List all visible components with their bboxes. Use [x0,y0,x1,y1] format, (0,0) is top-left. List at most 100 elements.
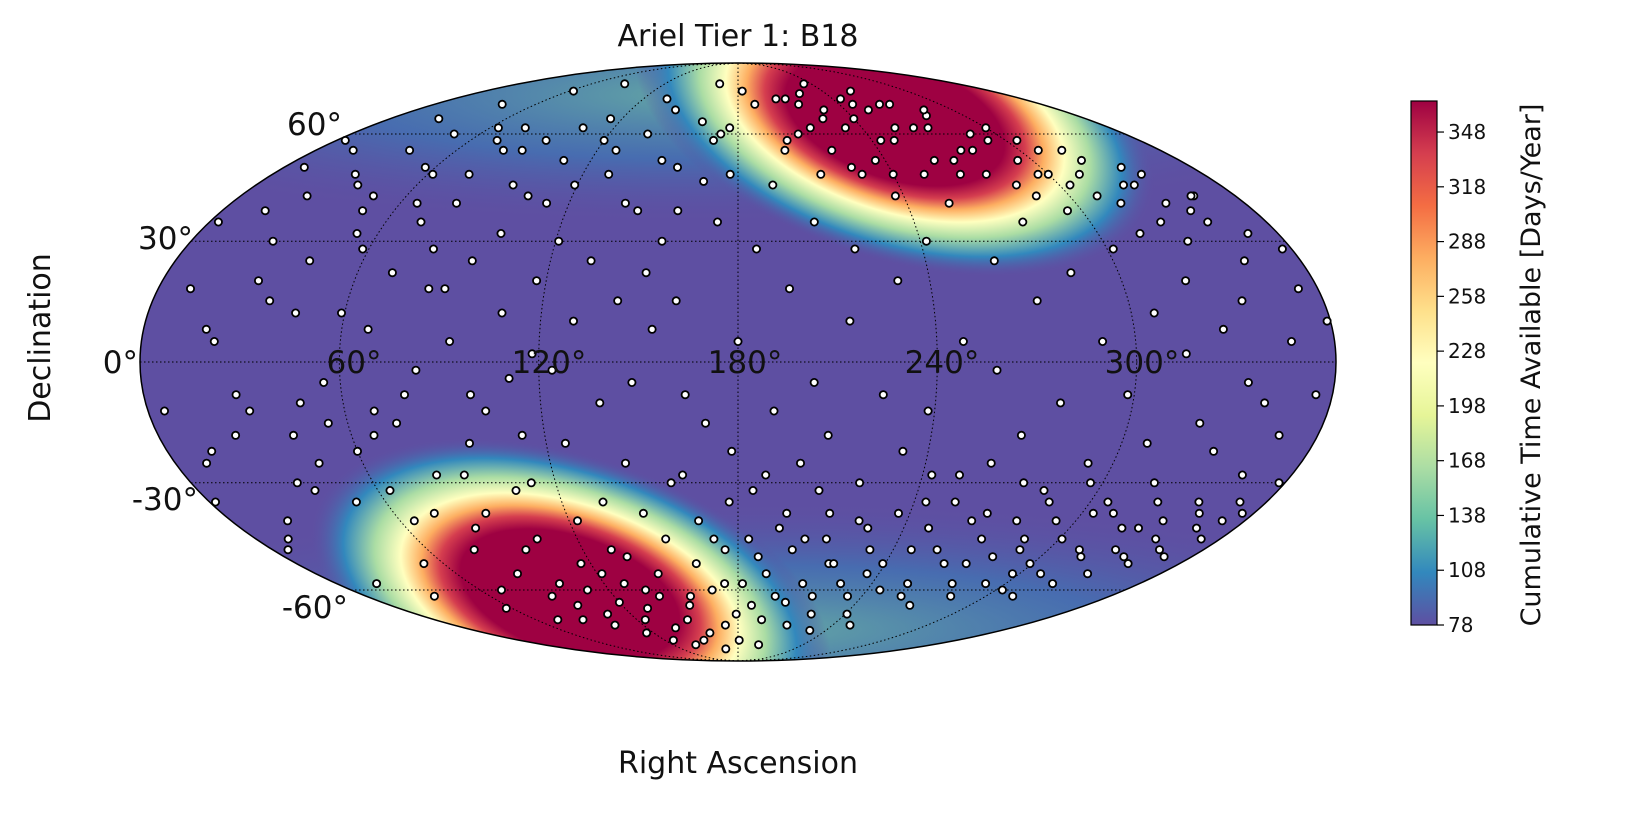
target-point [909,123,919,133]
target-point [586,256,596,266]
target-point [606,545,616,555]
target-point [782,508,792,518]
target-point [857,169,867,179]
target-point [291,308,301,318]
target-point [319,377,329,387]
target-point [720,620,730,630]
target-point [231,430,241,440]
cvz-south [309,437,831,661]
target-point [353,180,363,190]
target-point [1209,446,1219,456]
target-point [409,516,419,526]
target-point [464,438,474,448]
target-point [323,418,333,428]
target-point [983,135,993,145]
target-point [1158,516,1168,526]
target-point [1019,478,1029,488]
target-point [929,155,939,165]
target-point [854,516,864,526]
target-point [673,162,683,172]
availability-field [140,63,1336,661]
target-point [733,336,743,346]
target-point [836,579,846,589]
target-point [1108,508,1118,518]
target-point [774,523,784,533]
target-point [553,615,563,625]
target-point [613,296,623,306]
target-point [1149,478,1159,488]
target-point [578,123,588,133]
target-point [621,458,631,468]
target-point [823,430,833,440]
target-point [283,516,293,526]
target-point [1111,545,1121,555]
target-point [827,145,837,155]
target-points [159,79,1332,654]
target-point [780,597,790,607]
target-point [497,99,507,109]
target-point [1235,497,1245,507]
target-point [569,316,579,326]
target-point [863,523,873,533]
target-point [981,169,991,179]
target-point [268,236,278,246]
target-point [1239,256,1249,266]
target-point [302,191,312,201]
target-point [1186,191,1196,201]
target-point [793,129,803,139]
target-point [805,625,815,635]
target-point [924,523,934,533]
target-point [876,135,886,145]
target-point [846,86,856,96]
target-point [671,296,681,306]
target-point [368,191,378,201]
colorbar-tick-label: 318 [1448,175,1486,199]
target-point [701,418,711,428]
target-point [921,497,931,507]
target-point [842,609,852,619]
target-point [471,523,481,533]
target-point [1322,316,1332,326]
target-point [685,600,695,610]
target-point [1066,268,1076,278]
target-point [1008,569,1018,579]
target-point [209,336,219,346]
target-point [1048,579,1058,589]
target-point [1151,534,1161,544]
target-point [547,365,557,375]
colorbar-tick-label: 78 [1448,613,1473,637]
target-point [405,145,415,155]
colorbar-tick-label: 198 [1448,394,1486,418]
target-point [787,545,797,555]
target-point [340,135,350,145]
target-point [1065,180,1075,190]
target-point [532,276,542,286]
target-point [782,135,792,145]
dec-tick-label-minus30: -30° [132,482,198,518]
target-point [955,169,965,179]
target-point [532,534,542,544]
target-point [771,94,781,104]
target-point [947,579,957,589]
target-point [850,244,860,254]
target-point [1057,145,1067,155]
target-point [921,236,931,246]
target-point [1012,135,1022,145]
target-point [889,135,899,145]
target-point [419,559,429,569]
target-point [576,559,586,569]
colorbar: 348 318 288 258 228 198 168 138 108 78 Cumulative… [1410,100,1547,637]
target-point [967,516,977,526]
target-point [1077,155,1087,165]
target-point [782,620,792,630]
target-point [906,545,916,555]
target-point [640,615,650,625]
target-point [1083,569,1093,579]
target-point [1036,569,1046,579]
target-point [686,591,696,601]
target-point [770,591,780,601]
target-point [968,145,978,155]
colorbar-bar [1410,100,1438,626]
target-point [694,516,704,526]
graticule-meridian [538,63,739,661]
